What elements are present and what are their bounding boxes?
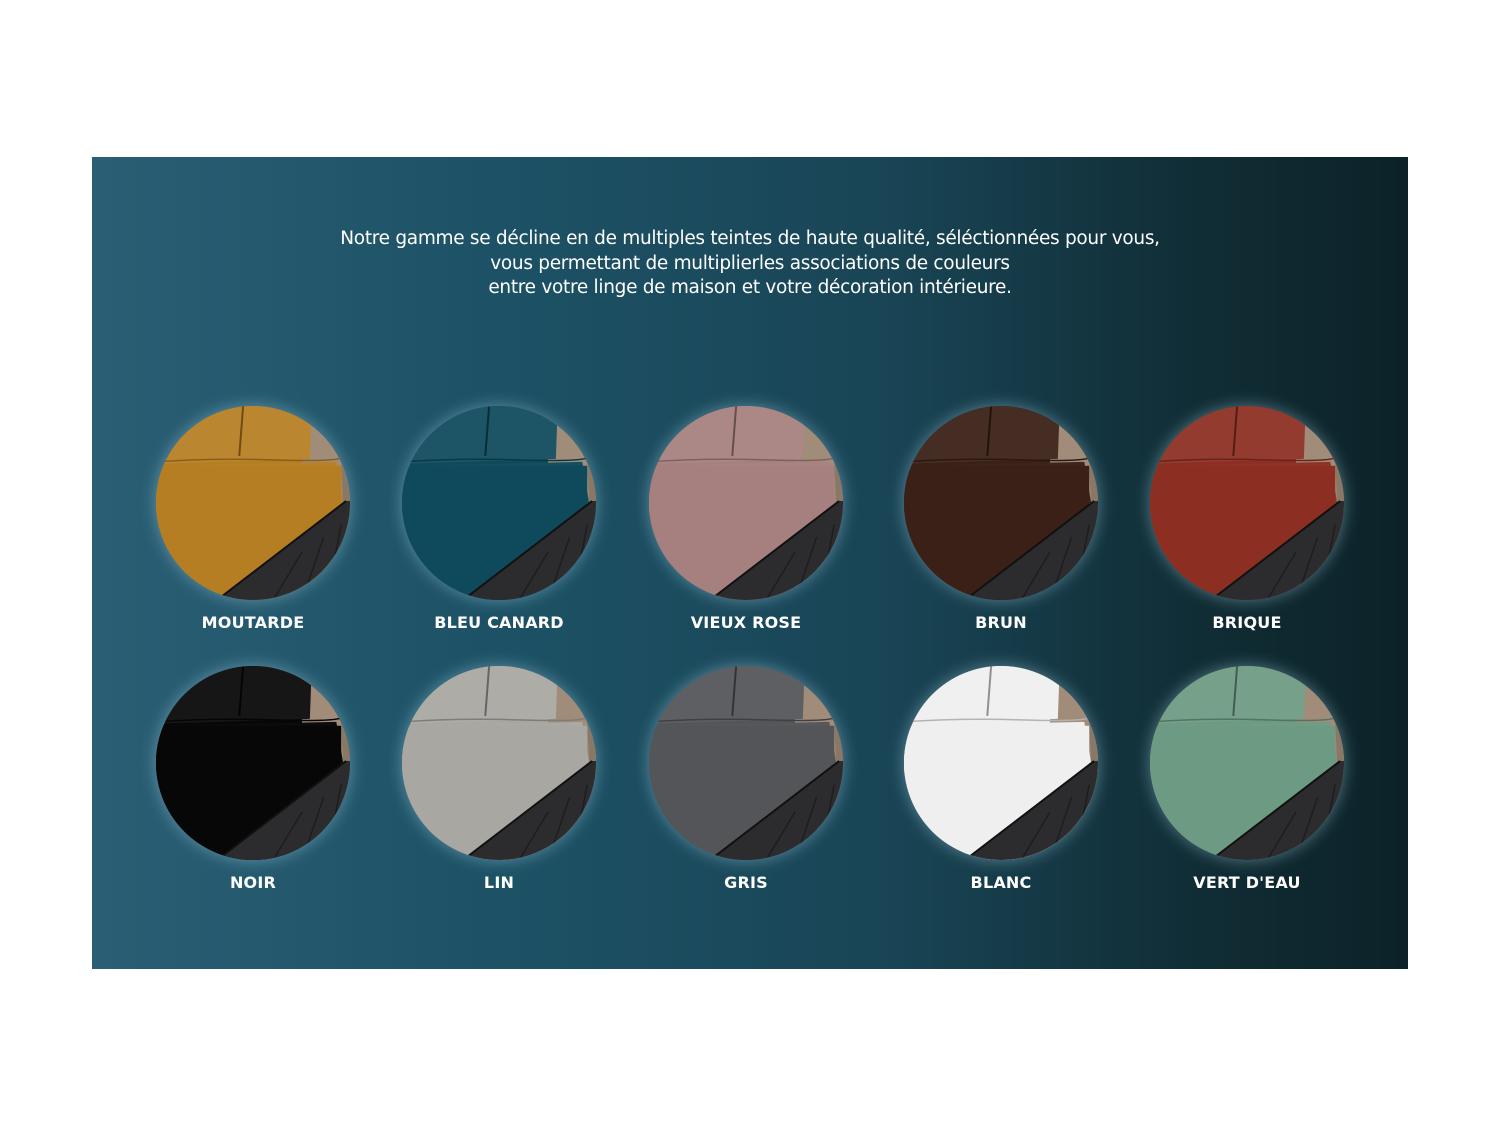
color-label: GRIS	[724, 873, 768, 892]
bedsheet-photo	[648, 665, 844, 861]
color-label: MOUTARDE	[201, 613, 305, 632]
color-label: BLANC	[970, 873, 1032, 892]
intro-line: vous permettant de multiplierles associa…	[490, 252, 1010, 274]
color-swatch[interactable]: GRIS	[631, 665, 861, 892]
pillow	[648, 665, 805, 724]
bedsheet-photo	[903, 405, 1099, 601]
pillow	[1149, 665, 1306, 724]
pillow	[1149, 405, 1306, 464]
pillow	[648, 405, 805, 464]
intro-text: Notre gamme se décline en de multiples t…	[92, 227, 1408, 301]
pillow	[903, 665, 1060, 724]
pillow	[155, 665, 312, 724]
bedsheet-photo	[401, 405, 597, 601]
bedsheet-photo	[155, 405, 351, 601]
pillow	[401, 665, 558, 724]
pillow	[401, 405, 558, 464]
color-label: VIEUX ROSE	[690, 613, 802, 632]
color-swatch[interactable]: BRUN	[886, 405, 1116, 632]
bedsheet-photo	[903, 665, 1099, 861]
color-swatch[interactable]: MOUTARDE	[138, 405, 368, 632]
color-swatch[interactable]: LIN	[384, 665, 614, 892]
color-label: BLEU CANARD	[434, 613, 564, 632]
color-swatch[interactable]: VERT D'EAU	[1132, 665, 1362, 892]
color-label: NOIR	[229, 873, 277, 892]
color-swatch[interactable]: BLEU CANARD	[384, 405, 614, 632]
bedsheet-photo	[1149, 405, 1345, 601]
color-label: BRIQUE	[1212, 613, 1282, 632]
color-range-banner: Notre gamme se décline en de multiples t…	[92, 157, 1408, 969]
color-swatch[interactable]: VIEUX ROSE	[631, 405, 861, 632]
pillow	[903, 405, 1060, 464]
bedsheet-photo	[401, 665, 597, 861]
color-label: LIN	[483, 873, 515, 892]
color-swatch[interactable]: BLANC	[886, 665, 1116, 892]
intro-line: Notre gamme se décline en de multiples t…	[340, 228, 1160, 249]
color-label: BRUN	[975, 613, 1027, 632]
color-swatch[interactable]: BRIQUE	[1132, 405, 1362, 632]
bedsheet-photo	[1149, 665, 1345, 861]
color-label: VERT D'EAU	[1193, 873, 1301, 892]
color-swatch[interactable]: NOIR	[138, 665, 368, 892]
bedsheet-photo	[648, 405, 844, 601]
pillow	[155, 405, 312, 464]
intro-line: entre votre linge de maison et votre déc…	[488, 277, 1012, 298]
bedsheet-photo	[155, 665, 351, 861]
